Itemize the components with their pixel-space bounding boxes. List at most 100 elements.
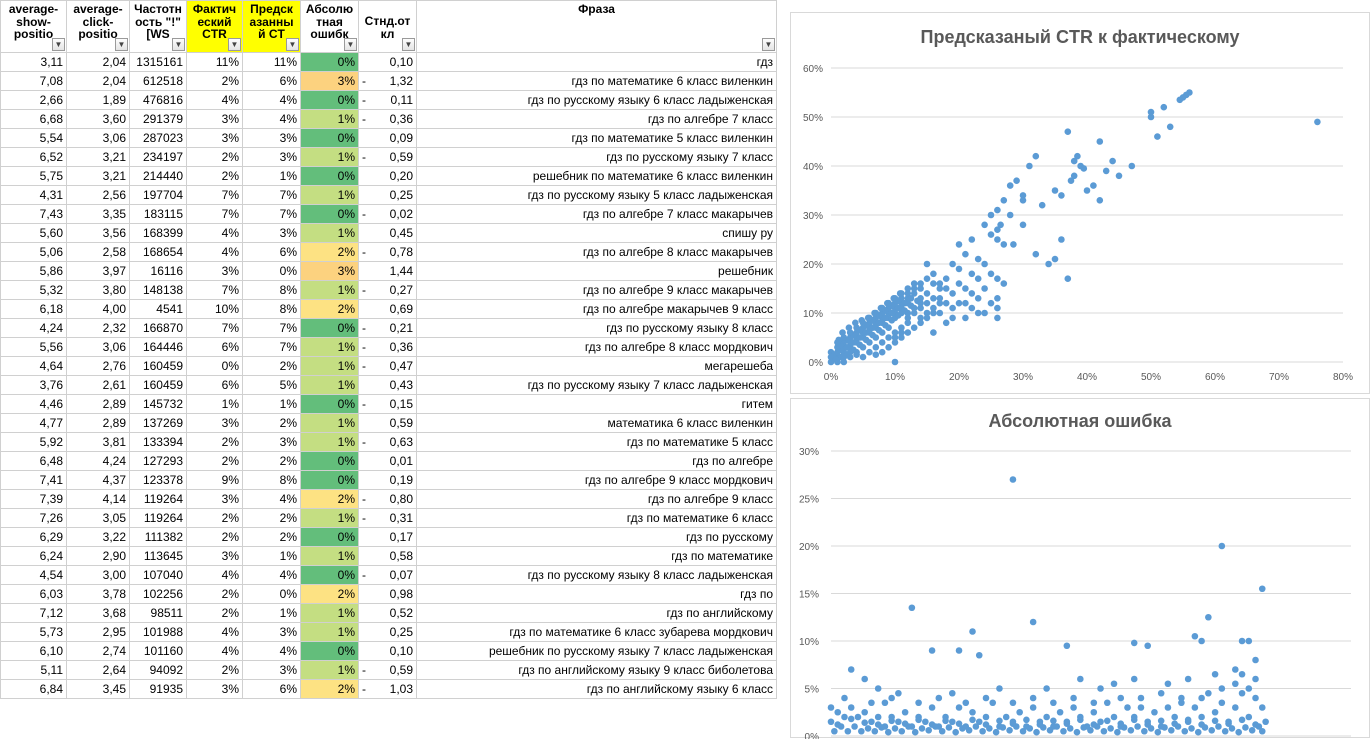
cell-frequency[interactable]: 160459 (129, 375, 187, 395)
cell-actual-ctr[interactable]: 10% (186, 299, 243, 319)
cell-show-position[interactable]: 6,68 (0, 109, 67, 129)
cell-show-position[interactable]: 6,84 (0, 679, 67, 699)
cell-phrase[interactable]: гдз по алгебре 8 класс мордкович (416, 337, 777, 357)
cell-predicted-ctr[interactable]: 11% (242, 52, 301, 72)
cell-frequency[interactable]: 107040 (129, 565, 187, 585)
cell-frequency[interactable]: 94092 (129, 660, 187, 680)
cell-click-position[interactable]: 2,74 (66, 641, 130, 661)
cell-phrase[interactable]: гдз по русскому языку 7 класс ладыженска… (416, 375, 777, 395)
cell-actual-ctr[interactable]: 4% (186, 242, 243, 262)
cell-click-position[interactable]: 3,81 (66, 432, 130, 452)
cell-frequency[interactable]: 111382 (129, 527, 187, 547)
cell-click-position[interactable]: 3,80 (66, 280, 130, 300)
cell-std-deviation[interactable]: 0,98 (358, 584, 417, 604)
cell-std-deviation[interactable]: 0,45 (358, 223, 417, 243)
cell-std-deviation[interactable]: - 0,21 (358, 318, 417, 338)
cell-actual-ctr[interactable]: 2% (186, 660, 243, 680)
cell-show-position[interactable]: 7,08 (0, 71, 67, 91)
cell-click-position[interactable]: 3,06 (66, 337, 130, 357)
cell-actual-ctr[interactable]: 7% (186, 185, 243, 205)
cell-frequency[interactable]: 4541 (129, 299, 187, 319)
column-header[interactable]: Частотн ость "!" [WS ▼ (129, 0, 187, 53)
cell-actual-ctr[interactable]: 4% (186, 223, 243, 243)
cell-absolute-error[interactable]: 1% (300, 375, 359, 395)
cell-frequency[interactable]: 168654 (129, 242, 187, 262)
cell-show-position[interactable]: 4,24 (0, 318, 67, 338)
cell-frequency[interactable]: 91935 (129, 679, 187, 699)
cell-predicted-ctr[interactable]: 3% (242, 128, 301, 148)
cell-show-position[interactable]: 6,24 (0, 546, 67, 566)
cell-std-deviation[interactable]: 0,59 (358, 413, 417, 433)
cell-phrase[interactable]: гдз по математике 5 класс виленкин (416, 128, 777, 148)
cell-predicted-ctr[interactable]: 8% (242, 470, 301, 490)
column-header[interactable]: Предск азанны й CT ▼ (242, 0, 301, 53)
cell-absolute-error[interactable]: 0% (300, 166, 359, 186)
cell-std-deviation[interactable]: - 0,36 (358, 109, 417, 129)
cell-click-position[interactable]: 4,24 (66, 451, 130, 471)
cell-absolute-error[interactable]: 0% (300, 470, 359, 490)
cell-click-position[interactable]: 3,45 (66, 679, 130, 699)
cell-predicted-ctr[interactable]: 3% (242, 432, 301, 452)
cell-absolute-error[interactable]: 1% (300, 109, 359, 129)
cell-std-deviation[interactable]: 0,10 (358, 52, 417, 72)
cell-actual-ctr[interactable]: 2% (186, 166, 243, 186)
cell-predicted-ctr[interactable]: 4% (242, 489, 301, 509)
cell-absolute-error[interactable]: 0% (300, 641, 359, 661)
cell-absolute-error[interactable]: 1% (300, 356, 359, 376)
cell-show-position[interactable]: 2,66 (0, 90, 67, 110)
cell-absolute-error[interactable]: 0% (300, 318, 359, 338)
cell-phrase[interactable]: гдз по английскому языку 6 класс (416, 679, 777, 699)
cell-click-position[interactable]: 4,00 (66, 299, 130, 319)
cell-predicted-ctr[interactable]: 8% (242, 280, 301, 300)
cell-actual-ctr[interactable]: 2% (186, 71, 243, 91)
cell-absolute-error[interactable]: 0% (300, 394, 359, 414)
cell-absolute-error[interactable]: 1% (300, 603, 359, 623)
cell-std-deviation[interactable]: 0,17 (358, 527, 417, 547)
cell-phrase[interactable]: гдз по русскому языку 8 класс (416, 318, 777, 338)
cell-show-position[interactable]: 4,46 (0, 394, 67, 414)
cell-absolute-error[interactable]: 0% (300, 128, 359, 148)
cell-std-deviation[interactable]: - 1,03 (358, 679, 417, 699)
cell-click-position[interactable]: 3,22 (66, 527, 130, 547)
spreadsheet-grid[interactable]: average-show-positio ▼ average-click-posit… (0, 0, 777, 699)
cell-predicted-ctr[interactable]: 4% (242, 109, 301, 129)
cell-phrase[interactable]: гдз по математике 5 класс (416, 432, 777, 452)
cell-std-deviation[interactable]: - 1,32 (358, 71, 417, 91)
cell-frequency[interactable]: 102256 (129, 584, 187, 604)
cell-click-position[interactable]: 3,78 (66, 584, 130, 604)
cell-actual-ctr[interactable]: 3% (186, 413, 243, 433)
cell-std-deviation[interactable]: - 0,07 (358, 565, 417, 585)
cell-absolute-error[interactable]: 1% (300, 147, 359, 167)
cell-std-deviation[interactable]: - 0,02 (358, 204, 417, 224)
cell-phrase[interactable]: гдз по алгебре (416, 451, 777, 471)
cell-frequency[interactable]: 16116 (129, 261, 187, 281)
cell-absolute-error[interactable]: 3% (300, 261, 359, 281)
cell-frequency[interactable]: 197704 (129, 185, 187, 205)
cell-std-deviation[interactable]: - 0,59 (358, 147, 417, 167)
filter-dropdown-icon[interactable]: ▼ (344, 38, 357, 51)
cell-frequency[interactable]: 145732 (129, 394, 187, 414)
cell-frequency[interactable]: 101988 (129, 622, 187, 642)
cell-frequency[interactable]: 612518 (129, 71, 187, 91)
cell-predicted-ctr[interactable]: 2% (242, 356, 301, 376)
cell-show-position[interactable]: 7,12 (0, 603, 67, 623)
cell-std-deviation[interactable]: 1,44 (358, 261, 417, 281)
cell-click-position[interactable]: 3,21 (66, 166, 130, 186)
cell-show-position[interactable]: 6,52 (0, 147, 67, 167)
cell-absolute-error[interactable]: 0% (300, 90, 359, 110)
cell-absolute-error[interactable]: 2% (300, 584, 359, 604)
cell-actual-ctr[interactable]: 4% (186, 565, 243, 585)
cell-absolute-error[interactable]: 0% (300, 565, 359, 585)
column-header[interactable]: average-click-positio ▼ (66, 0, 130, 53)
cell-phrase[interactable]: гдз по русскому языку 7 класс (416, 147, 777, 167)
cell-std-deviation[interactable]: 0,10 (358, 641, 417, 661)
cell-std-deviation[interactable]: 0,25 (358, 622, 417, 642)
cell-click-position[interactable]: 3,21 (66, 147, 130, 167)
cell-show-position[interactable]: 4,64 (0, 356, 67, 376)
cell-absolute-error[interactable]: 2% (300, 679, 359, 699)
cell-actual-ctr[interactable]: 3% (186, 128, 243, 148)
cell-std-deviation[interactable]: 0,25 (358, 185, 417, 205)
cell-actual-ctr[interactable]: 3% (186, 489, 243, 509)
filter-dropdown-icon[interactable]: ▼ (52, 38, 65, 51)
cell-std-deviation[interactable]: 0,19 (358, 470, 417, 490)
